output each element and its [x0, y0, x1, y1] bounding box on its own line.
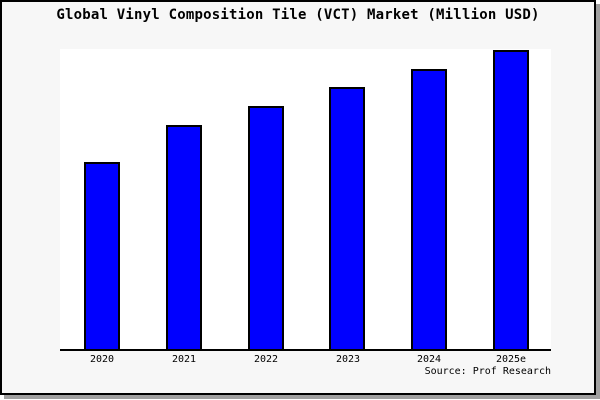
bar-2022	[248, 106, 284, 351]
x-axis-labels: 2020 2021 2022 2023 2024 2025e	[60, 354, 551, 367]
x-tick-label-2022: 2022	[253, 354, 279, 365]
bar-2020	[84, 162, 120, 351]
bar-2024	[411, 69, 447, 351]
x-tick-label-2021: 2021	[171, 354, 197, 365]
bar-2025e	[493, 50, 529, 351]
plot-area	[60, 49, 551, 351]
bar-2023	[329, 87, 365, 351]
x-tick-label-2025e: 2025e	[495, 354, 527, 365]
source-text: Source: Prof Research	[424, 366, 551, 377]
chart-title: Global Vinyl Composition Tile (VCT) Mark…	[56, 7, 540, 23]
x-tick-label-2023: 2023	[335, 354, 361, 365]
x-tick-label-2020: 2020	[89, 354, 115, 365]
bar-2021	[166, 125, 202, 351]
x-tick-label-2024: 2024	[416, 354, 442, 365]
x-axis-line	[60, 349, 551, 351]
